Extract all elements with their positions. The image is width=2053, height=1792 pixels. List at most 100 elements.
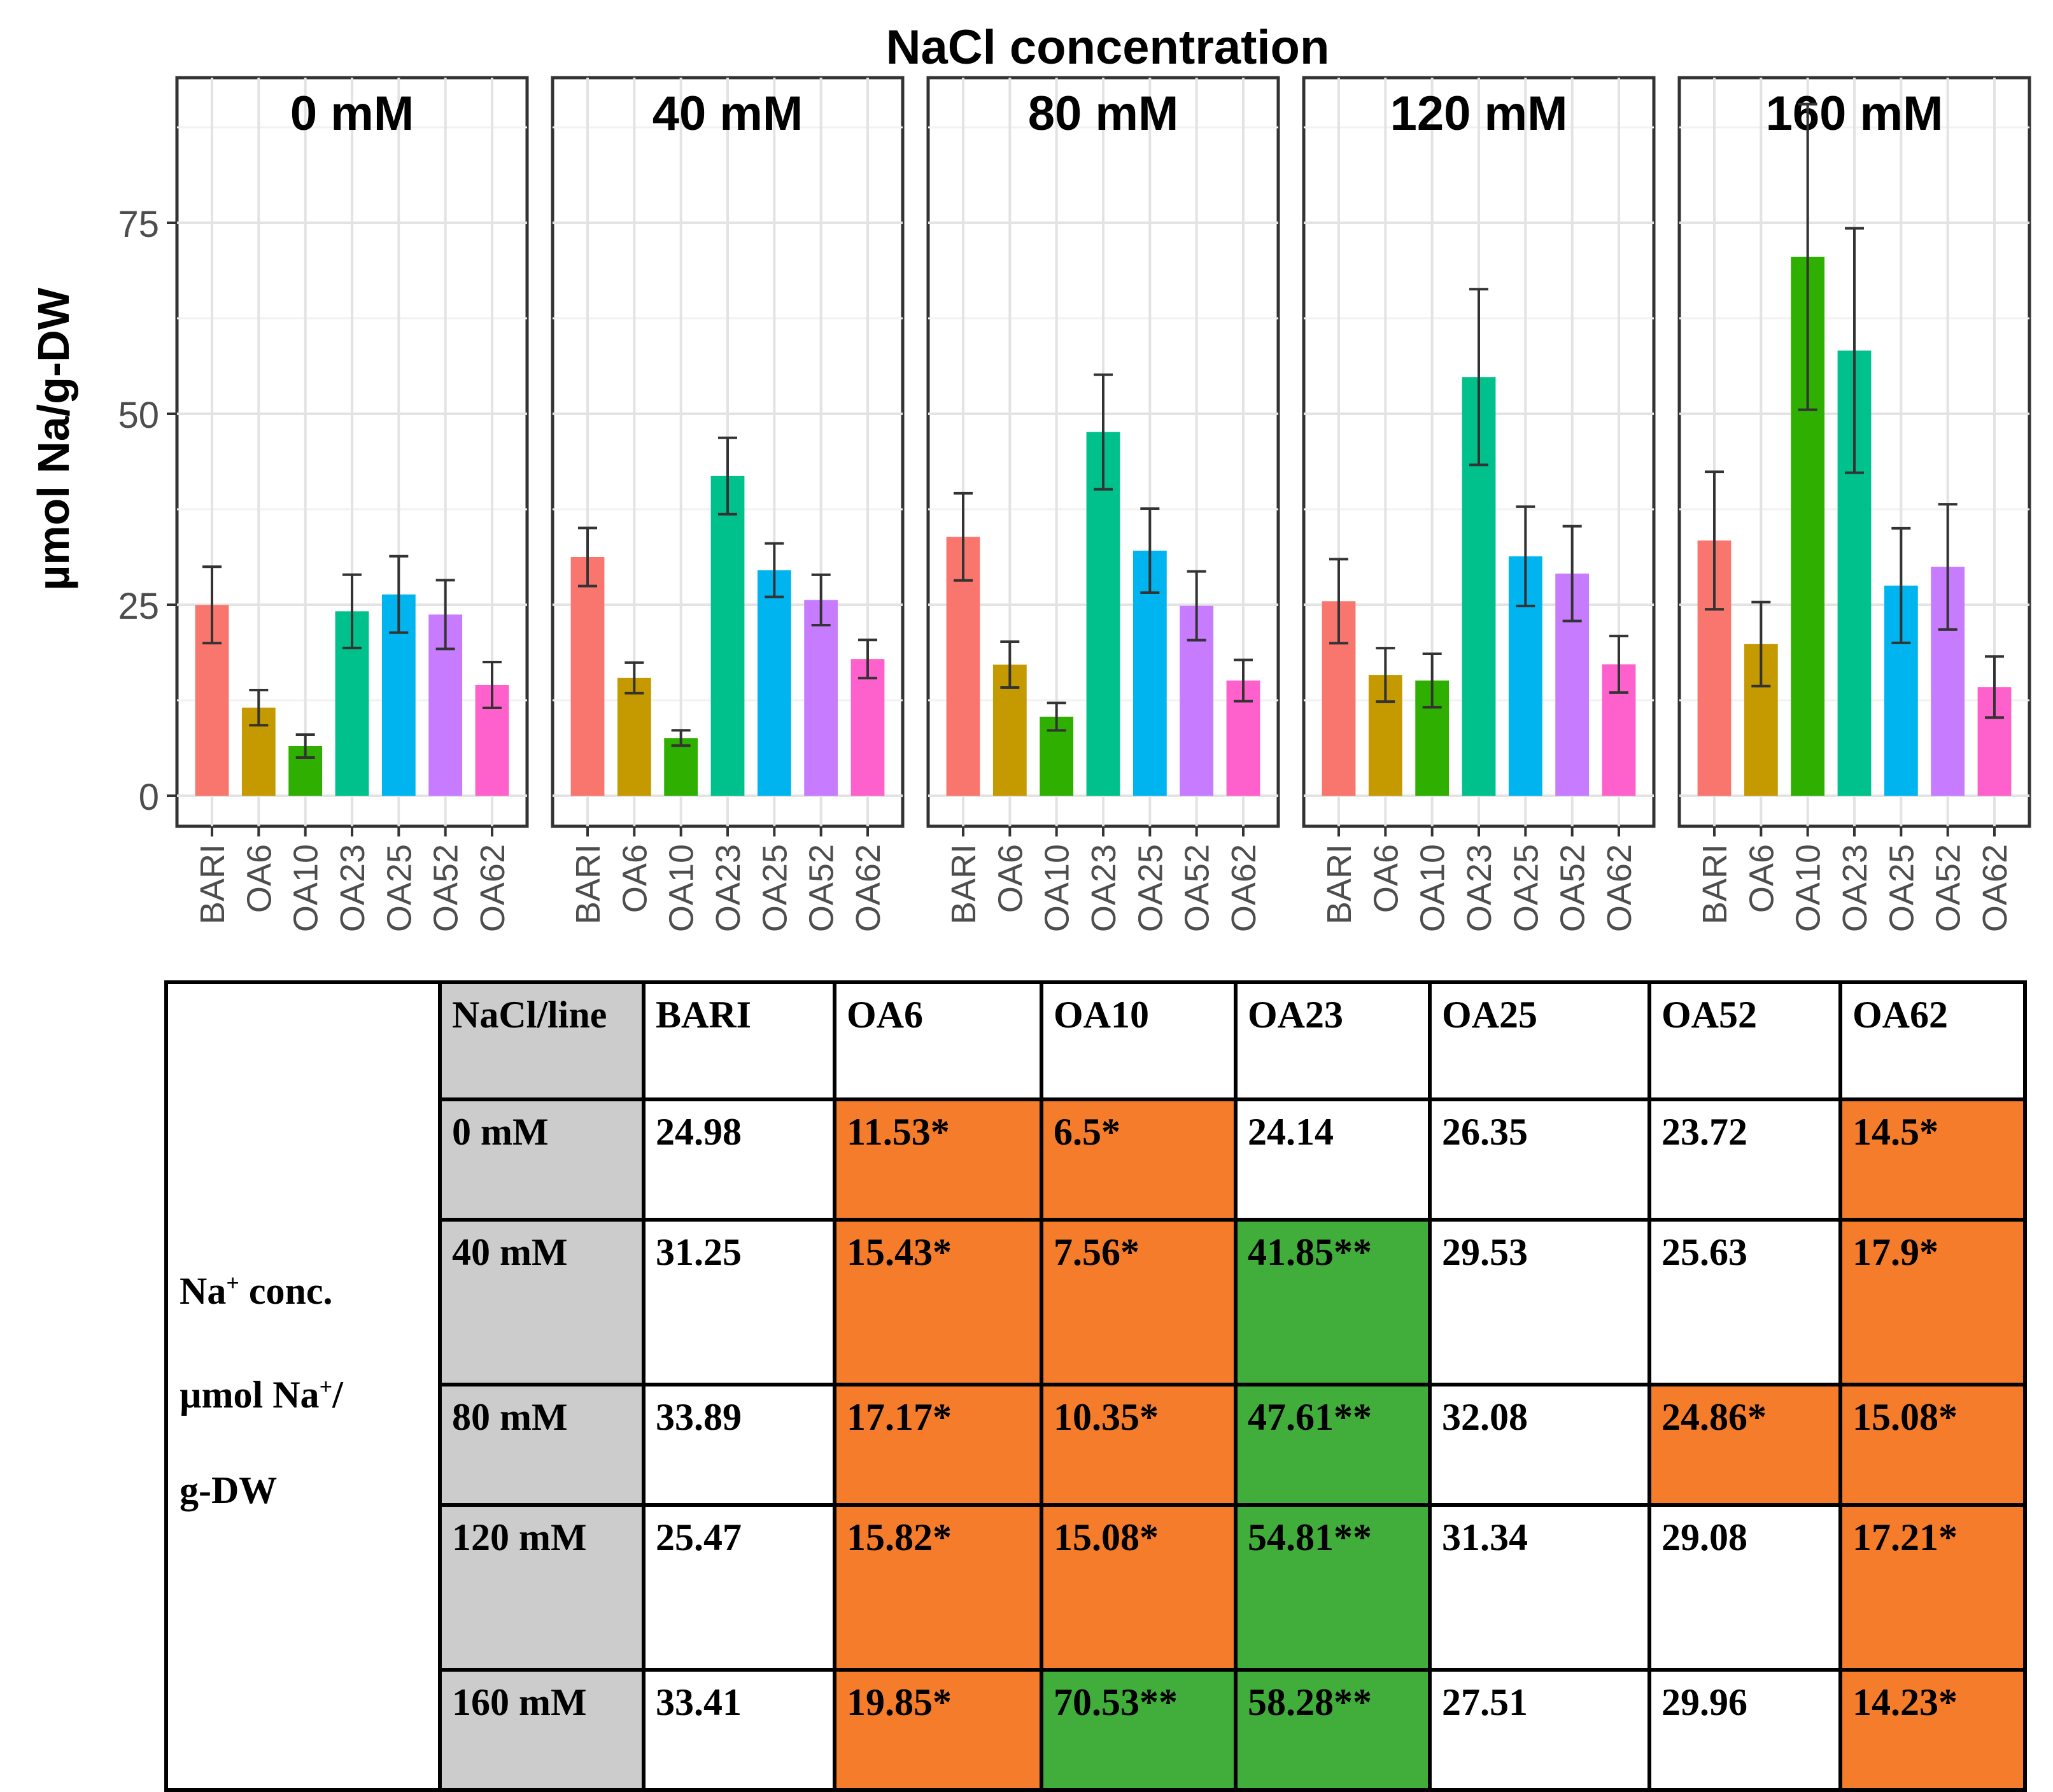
row-header: 80 mM — [438, 1383, 646, 1507]
x-tick-label: BARI — [945, 844, 983, 924]
column-header: OA25 — [1428, 980, 1651, 1101]
table-cell: 24.98 — [642, 1097, 836, 1222]
table-cell: 32.08 — [1428, 1383, 1651, 1507]
panel-title: 40 mM — [653, 87, 803, 141]
table-cell: 29.53 — [1428, 1218, 1651, 1386]
bar — [570, 557, 605, 796]
table-cell: 23.72 — [1647, 1097, 1842, 1222]
panel-title: 120 mM — [1390, 87, 1568, 141]
x-tick-label: OA25 — [1882, 844, 1921, 932]
facet-panel: 40 mM BARI OA6 OA10 OA23 OA25 OA52 OA62 — [551, 76, 905, 932]
column-header: OA6 — [833, 980, 1043, 1101]
table-cell: 58.28** — [1234, 1668, 1432, 1792]
table-cell: 14.23* — [1838, 1668, 2027, 1792]
table-cell: 15.08* — [1040, 1503, 1238, 1672]
table-cell: 11.53* — [833, 1097, 1043, 1222]
bar — [710, 476, 745, 796]
table-cell: 31.34 — [1428, 1503, 1651, 1672]
x-tick-label: OA62 — [474, 844, 512, 932]
table-cell: 7.56* — [1040, 1218, 1238, 1386]
column-header: OA10 — [1040, 980, 1238, 1101]
column-header: BARI — [642, 980, 836, 1101]
row-group-label: Na+ conc. µmol Na+/ g-DW — [164, 980, 442, 1792]
x-tick-label: OA10 — [663, 844, 701, 932]
table-cell: 29.96 — [1647, 1668, 1842, 1792]
bar — [664, 738, 698, 796]
row-header: 40 mM — [438, 1218, 646, 1386]
table-cell: 29.08 — [1647, 1503, 1842, 1672]
table-cell: 25.63 — [1647, 1218, 1842, 1386]
x-tick-label: OA52 — [1554, 844, 1592, 932]
x-tick-label: OA25 — [380, 844, 418, 932]
x-tick-label: OA10 — [1414, 844, 1452, 932]
x-tick-label: BARI — [1696, 844, 1734, 924]
row-header: 0 mM — [438, 1097, 646, 1222]
y-tick-label: 50 — [118, 395, 159, 436]
x-tick-label: OA10 — [1038, 844, 1076, 932]
table-cell: 6.5* — [1040, 1097, 1238, 1222]
table-cell: 15.43* — [833, 1218, 1043, 1386]
table-cell: 17.17* — [833, 1383, 1043, 1507]
x-tick-label: BARI — [569, 844, 607, 924]
x-tick-label: OA10 — [287, 844, 325, 932]
facet-panel: 0 mM BARI OA6 OA10 OA23 OA25 OA52 OA62 — [175, 76, 529, 932]
x-tick-label: OA52 — [1178, 844, 1217, 932]
bar — [617, 677, 651, 796]
column-header: OA23 — [1234, 980, 1432, 1101]
table-cell: 47.61** — [1234, 1383, 1432, 1507]
bar — [850, 659, 885, 796]
x-tick-label: OA10 — [1789, 844, 1828, 932]
x-tick-label: OA6 — [991, 844, 1029, 913]
table-cell: 24.86* — [1647, 1383, 1842, 1507]
facet-panel: 160 mM BARI OA6 OA10 OA23 OA25 OA52 OA62 — [1677, 76, 2031, 932]
x-tick-label: OA23 — [1836, 844, 1874, 932]
facet-panel: 120 mM BARI OA6 OA10 OA23 OA25 OA52 OA62 — [1302, 76, 1656, 932]
table-corner-header: NaCl/line — [438, 980, 646, 1101]
x-tick-label: OA52 — [427, 844, 465, 932]
table-row: 80 mM 33.89 17.17* 10.35* 47.61** 32.08 24.86*… — [166, 1383, 2027, 1507]
x-tick-label: OA23 — [1460, 844, 1499, 932]
x-tick-label: OA23 — [709, 844, 747, 932]
table-cell: 14.5* — [1838, 1097, 2027, 1222]
bar — [804, 600, 838, 796]
x-tick-label: OA6 — [1742, 844, 1781, 913]
chart-title: NaCl concentration — [886, 20, 1330, 74]
facet-panel: 80 mM BARI OA6 OA10 OA23 OA25 OA52 OA62 — [926, 76, 1280, 932]
column-header: OA52 — [1647, 980, 1842, 1101]
bar — [1086, 432, 1120, 796]
panel-title: 80 mM — [1028, 87, 1179, 141]
row-header: 160 mM — [438, 1668, 646, 1792]
y-tick-label: 0 — [139, 777, 159, 818]
table-cell: 33.89 — [642, 1383, 836, 1507]
sodium-data-table: Na+ conc. µmol Na+/ g-DW NaCl/line BARI … — [164, 980, 2027, 1792]
panel-title: 0 mM — [290, 87, 414, 141]
panel-title: 160 mM — [1766, 87, 1944, 141]
table-cell: 17.21* — [1838, 1503, 2027, 1672]
x-tick-label: OA62 — [1600, 844, 1639, 932]
x-tick-label: OA25 — [1507, 844, 1545, 932]
x-tick-label: OA62 — [1225, 844, 1263, 932]
table-cell: 17.9* — [1838, 1218, 2027, 1386]
x-tick-label: OA25 — [1131, 844, 1169, 932]
x-tick-label: OA25 — [756, 844, 794, 932]
bar-chart: NaCl concentration µmol Na/g-DW 0 25 50 75 0… — [29, 20, 2031, 932]
table-cell: 33.41 — [642, 1668, 836, 1792]
x-tick-label: OA6 — [616, 844, 654, 913]
x-tick-label: OA62 — [849, 844, 887, 932]
table-cell: 26.35 — [1428, 1097, 1651, 1222]
x-tick-label: OA23 — [334, 844, 372, 932]
table-cell: 31.25 — [642, 1218, 836, 1386]
table-cell: 15.08* — [1838, 1383, 2027, 1507]
table-cell: 15.82* — [833, 1503, 1043, 1672]
table-cell: 19.85* — [833, 1668, 1043, 1792]
column-header: OA62 — [1838, 980, 2027, 1101]
table-row: 120 mM 25.47 15.82* 15.08* 54.81** 31.34 29.08… — [166, 1503, 2027, 1672]
x-tick-label: OA6 — [240, 844, 278, 913]
y-tick-label: 25 — [118, 586, 159, 627]
row-header: 120 mM — [438, 1503, 646, 1672]
table-cell: 70.53** — [1040, 1668, 1238, 1792]
table-cell: 54.81** — [1234, 1503, 1432, 1672]
table-cell: 27.51 — [1428, 1668, 1651, 1792]
x-tick-label: BARI — [194, 844, 232, 924]
table-cell: 10.35* — [1040, 1383, 1238, 1507]
